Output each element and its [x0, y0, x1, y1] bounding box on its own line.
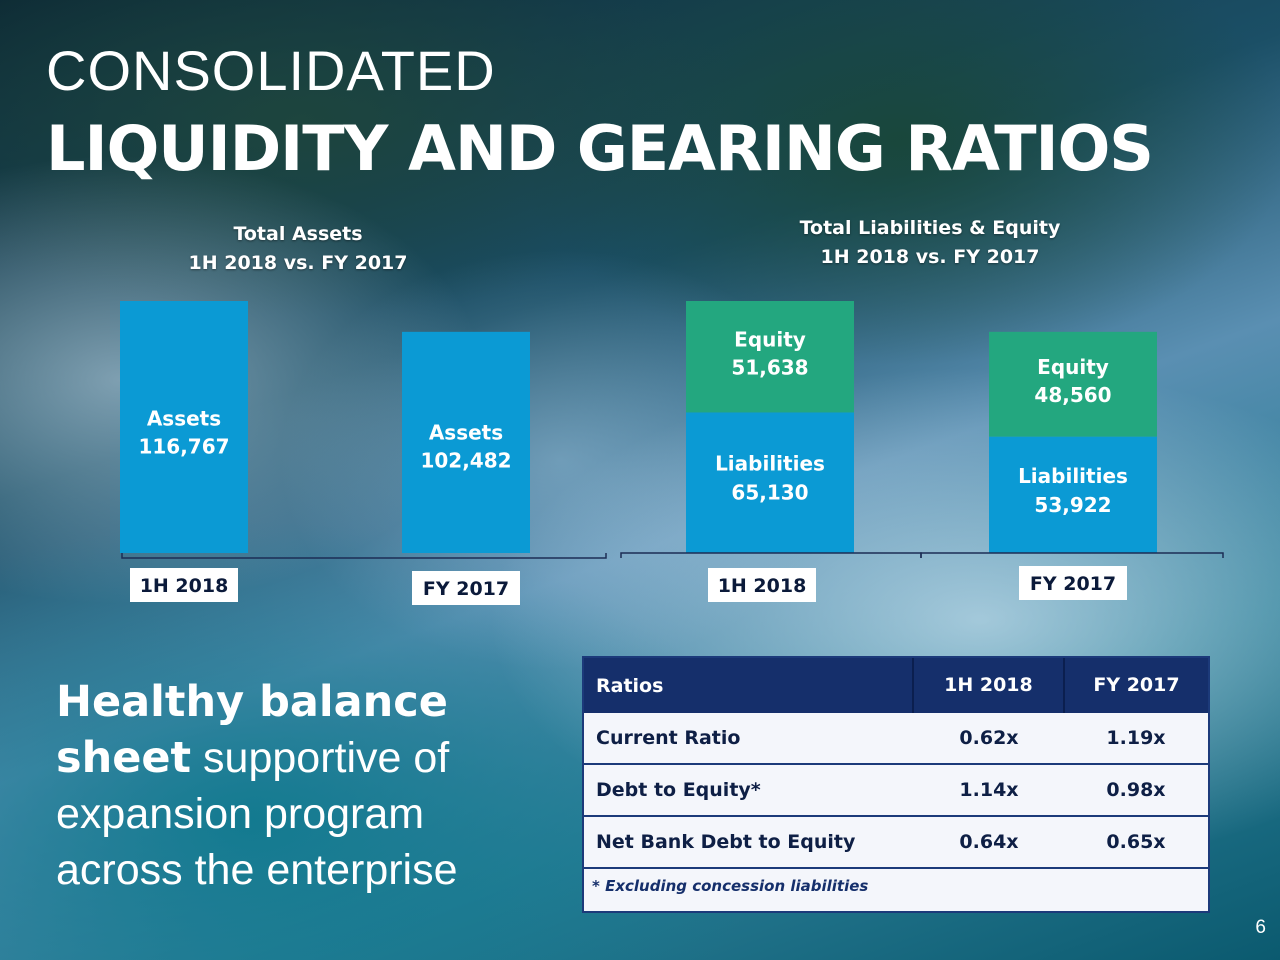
assets-bar-1h-2018 [120, 301, 248, 553]
caption-rest-1: supportive of [191, 734, 450, 782]
assets-category-label-box [130, 568, 238, 602]
assets-category-label: FY 2017 [423, 578, 509, 600]
caption-bold-1: Healthy balance [56, 677, 448, 727]
assets-category-label: 1H 2018 [140, 575, 229, 597]
liabilities-bar-label: Liabilities [1018, 464, 1128, 488]
ratios-table: Ratios 1H 2018 FY 2017 Current Ratio 0.6… [582, 656, 1210, 913]
liab-equity-chart-title: Total Liabilities & Equity 1H 2018 vs. F… [770, 214, 1090, 272]
table-row: Net Bank Debt to Equity 0.64x 0.65x [584, 817, 1208, 869]
liabilities-bar-1h-2018 [686, 412, 854, 553]
page-number: 6 [1255, 917, 1266, 938]
assets-axis-bracket [121, 553, 607, 559]
row-label: Debt to Equity* [596, 779, 761, 801]
equity-bar-1h-2018 [686, 300, 854, 413]
equity-bar-label: Equity [734, 328, 806, 352]
row-value-1h-2018: 0.64x [959, 831, 1019, 853]
liab-equity-category-label: 1H 2018 [718, 575, 807, 597]
row-label: Net Bank Debt to Equity [596, 831, 856, 853]
caption-bold-2: sheet [56, 733, 192, 783]
header-fy-2017: FY 2017 [1062, 658, 1208, 713]
equity-bar-value: 48,560 [1034, 383, 1111, 407]
table-row: Current Ratio 0.62x 1.19x [584, 713, 1208, 765]
liab-equity-chart-title-line2: 1H 2018 vs. FY 2017 [820, 246, 1040, 268]
assets-bar-fy-2017 [402, 331, 530, 553]
row-value-fy-2017: 0.98x [1106, 779, 1166, 801]
assets-bar-label: Assets [147, 407, 221, 431]
liab-equity-category-label-box [708, 568, 816, 602]
header-1h-2018: 1H 2018 [911, 658, 1063, 713]
equity-bar-fy-2017 [989, 331, 1157, 437]
liab-equity-axis-bracket-1 [620, 552, 922, 558]
liabilities-bar-value: 53,922 [1034, 493, 1111, 517]
equity-bar-value: 51,638 [731, 356, 808, 380]
row-value-1h-2018: 1.14x [959, 779, 1019, 801]
equity-bar-label: Equity [1037, 355, 1109, 379]
row-value-fy-2017: 1.19x [1106, 727, 1166, 749]
liab-equity-category-label: FY 2017 [1030, 573, 1116, 595]
caption-line-3: expansion program [56, 790, 425, 838]
row-value-1h-2018: 0.62x [959, 727, 1019, 749]
title-line-2: LIQUIDITY AND GEARING RATIOS [46, 112, 1154, 185]
assets-chart-title-line2: 1H 2018 vs. FY 2017 [188, 252, 408, 274]
liab-equity-category-label-box [1019, 566, 1127, 600]
liabilities-bar-label: Liabilities [715, 452, 825, 476]
bar-charts: Assets 116,767 Assets 102,482 1H 2018 FY 2017… [120, 300, 1224, 605]
assets-chart-title: Total Assets 1H 2018 vs. FY 2017 [168, 220, 428, 278]
row-value-fy-2017: 0.65x [1106, 831, 1166, 853]
assets-bar-value: 116,767 [138, 435, 229, 459]
table-footnote: * Excluding concession liabilities [592, 877, 869, 895]
liabilities-bar-value: 65,130 [731, 481, 808, 505]
ratios-table-header: Ratios 1H 2018 FY 2017 [584, 658, 1208, 713]
row-label: Current Ratio [596, 727, 741, 749]
assets-chart-title-line1: Total Assets [233, 223, 363, 245]
caption: Healthy balance sheet supportive of expa… [56, 674, 458, 898]
assets-category-label-box [412, 571, 520, 605]
caption-line-4: across the enterprise [56, 846, 458, 894]
liabilities-bar-fy-2017 [989, 436, 1157, 553]
table-row: Debt to Equity* 1.14x 0.98x [584, 765, 1208, 817]
assets-bar-label: Assets [429, 420, 503, 444]
header-ratios: Ratios [596, 674, 664, 697]
liab-equity-chart-title-line1: Total Liabilities & Equity [799, 217, 1061, 239]
title-line-1: CONSOLIDATED [46, 39, 496, 102]
assets-bar-value: 102,482 [420, 448, 511, 472]
liab-equity-axis-bracket-2 [920, 552, 1224, 558]
